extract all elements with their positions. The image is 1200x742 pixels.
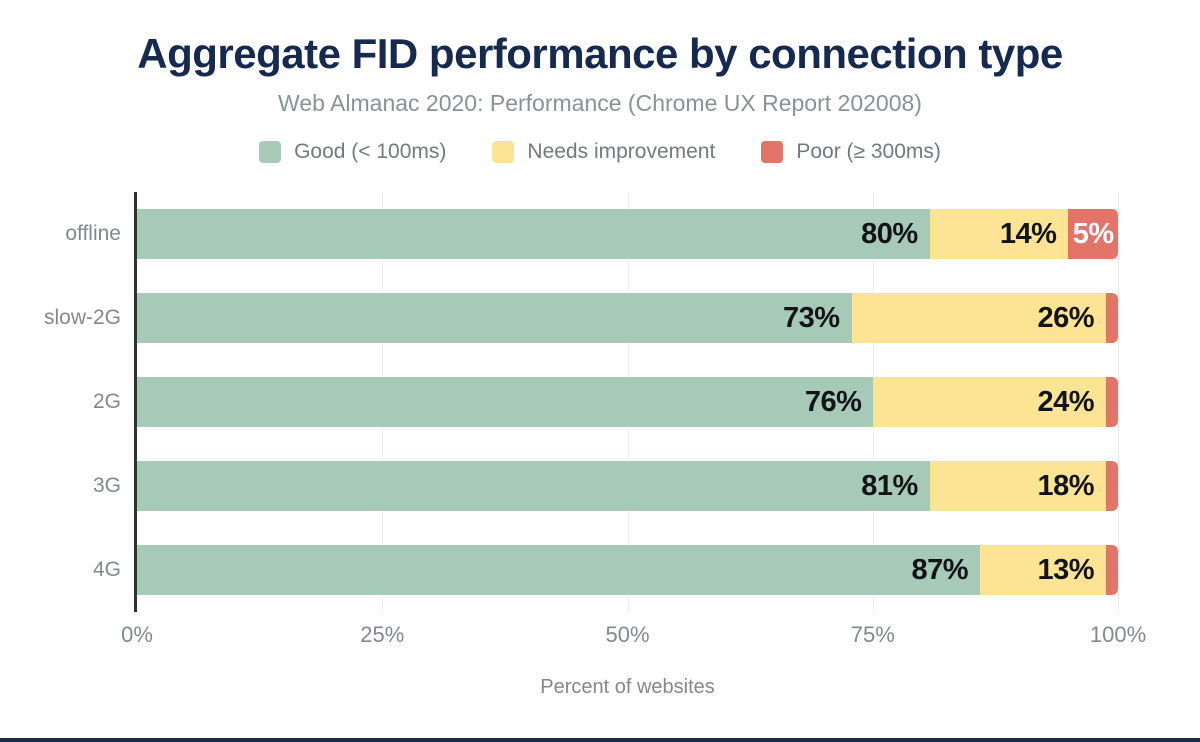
value-label: 87% (911, 553, 969, 586)
bar-row-4G: 4G 87% 13% (93, 545, 1118, 595)
value-label: 76% (804, 385, 862, 418)
x-axis-title: Percent of websites (540, 676, 715, 698)
value-label: 13% (1037, 553, 1094, 586)
bar-segment-2G-s2 (1106, 377, 1118, 427)
y-axis-label: offline (65, 222, 121, 245)
x-tick-label-25: 25% (360, 622, 405, 647)
gridline-100 (1118, 192, 1119, 612)
value-label: 80% (861, 217, 918, 250)
value-label: 73% (782, 301, 840, 334)
bottom-accent-bar (0, 738, 1200, 742)
value-label: 18% (1037, 469, 1094, 502)
bar-segment-2G-s1: 24% (873, 377, 1106, 427)
legend-item-2: Poor (≥ 300ms) (761, 140, 941, 164)
x-tick-label-0: 0% (121, 622, 153, 647)
y-axis-label: 2G (92, 390, 121, 413)
bar-segment-4G-s0: 87% (137, 545, 981, 595)
bar-segment-slow-2G-s0: 73% (137, 293, 852, 343)
value-label: 24% (1037, 385, 1094, 418)
legend-label: Good (< 100ms) (294, 140, 447, 163)
y-axis-line (134, 192, 137, 612)
legend-swatch-icon (492, 141, 515, 163)
x-tick-label-75: 75% (850, 622, 895, 647)
legend-swatch-icon (761, 141, 784, 163)
legend: Good (< 100ms) Needs improvement Poor (≥ 3… (0, 140, 1200, 164)
y-axis-label: 4G (92, 558, 121, 581)
bar-segment-offline-s0: 80% (137, 209, 930, 259)
bar-segment-2G-s0: 76% (137, 377, 874, 427)
plot-area: offline 80% 14% 5% slow-2G 73% 26% 2G 76% 24% 3G 81… (44, 192, 1119, 612)
y-axis-label: slow-2G (43, 306, 121, 329)
bar-segment-3G-s1: 18% (929, 461, 1106, 511)
bar-rows: offline 80% 14% 5% slow-2G 73% 26% 2G 76% 24% 3G 81… (44, 192, 1118, 612)
legend-label: Poor (≥ 300ms) (796, 140, 941, 163)
bar-row-2G: 2G 76% 24% (93, 377, 1118, 427)
legend-swatch-icon (259, 141, 282, 163)
bar-segment-3G-s0: 81% (137, 461, 930, 511)
bar-row-slow-2G: slow-2G 73% 26% (44, 293, 1118, 343)
chart-subtitle: Web Almanac 2020: Performance (Chrome UX… (278, 90, 922, 116)
bar-segment-offline-s1: 14% (929, 209, 1069, 259)
value-label: 14% (999, 217, 1057, 250)
bar-segment-4G-s1: 13% (980, 545, 1106, 595)
bar-segment-slow-2G-s1: 26% (851, 293, 1106, 343)
value-label: 81% (861, 469, 918, 502)
bar-row-offline: offline 80% 14% 5% (65, 209, 1118, 259)
bar-row-3G: 3G 81% 18% (93, 461, 1118, 511)
bar-segment-offline-s2: 5% (1068, 209, 1118, 259)
value-label: 26% (1037, 301, 1094, 334)
legend-item-0: Good (< 100ms) (259, 140, 446, 164)
y-axis-label: 3G (92, 474, 121, 497)
bar-segment-slow-2G-s2 (1106, 293, 1118, 343)
bar-segment-3G-s2 (1106, 461, 1118, 511)
chart-title: Aggregate FID performance by connection … (137, 30, 1063, 77)
bar-segment-4G-s2 (1106, 545, 1118, 595)
x-tick-label-50: 50% (605, 622, 650, 647)
legend-label: Needs improvement (527, 140, 716, 163)
x-axis-ticks: 0% 25% 50% 75% 100% (121, 622, 1146, 650)
value-label: 5% (1072, 217, 1114, 250)
legend-item-1: Needs improvement (492, 140, 715, 164)
x-tick-label-100: 100% (1089, 622, 1147, 647)
